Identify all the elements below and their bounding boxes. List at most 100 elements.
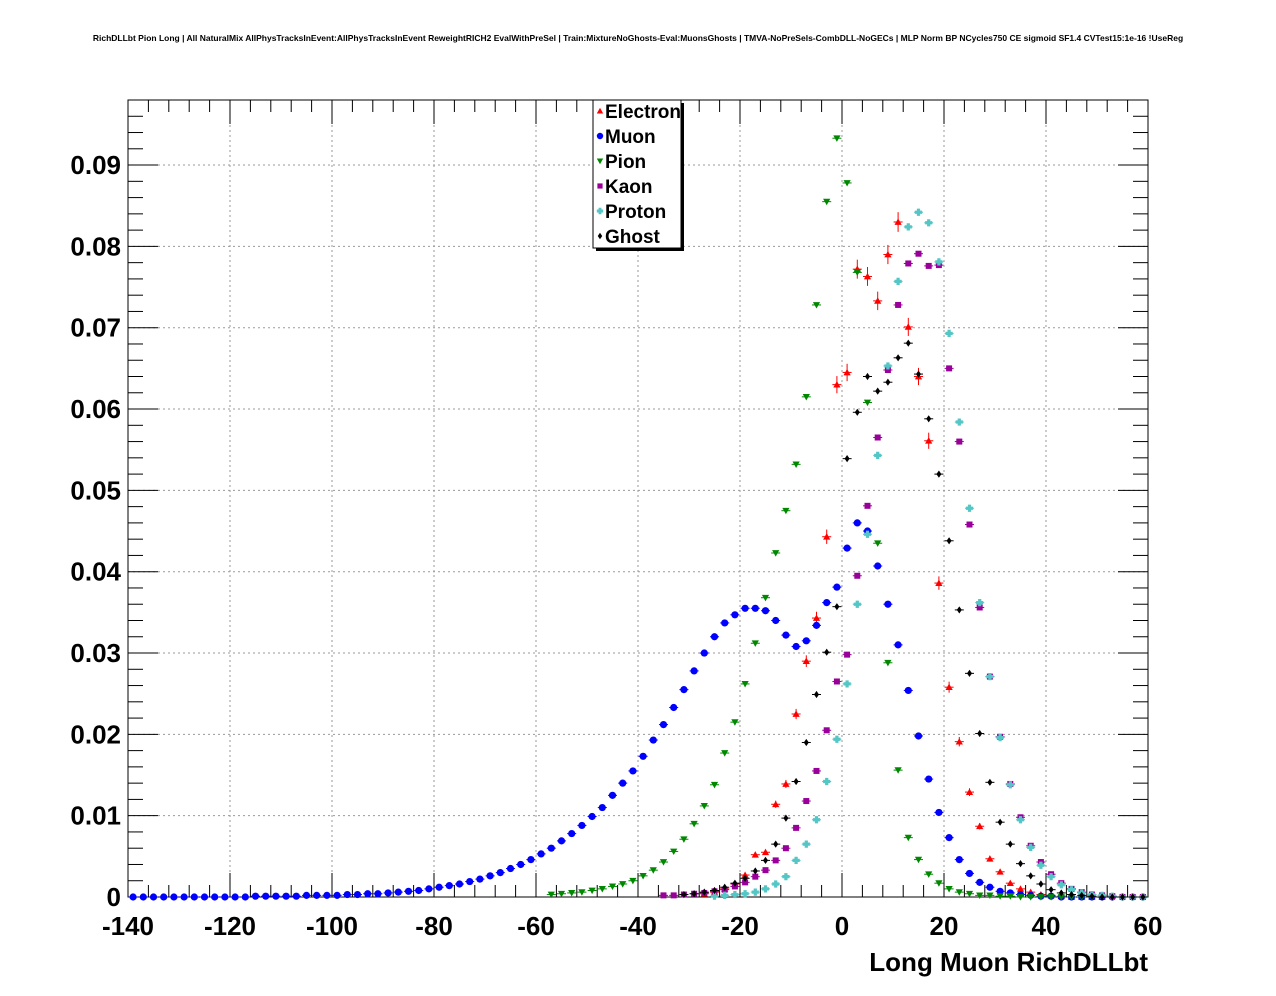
data-point — [711, 886, 718, 895]
y-tick-label: 0.07 — [70, 313, 121, 343]
data-point — [863, 530, 872, 538]
y-tick-label: 0.04 — [70, 557, 121, 587]
data-point — [129, 893, 137, 901]
data-point — [741, 871, 749, 878]
legend-box — [592, 99, 682, 249]
data-point — [914, 208, 923, 216]
data-point — [905, 339, 911, 347]
data-point — [445, 882, 453, 890]
data-point — [761, 885, 770, 893]
data-point — [782, 845, 789, 852]
data-point — [803, 798, 810, 805]
data-point — [732, 879, 738, 887]
x-tick-label: 40 — [1032, 911, 1061, 941]
data-point — [782, 631, 790, 639]
data-point — [466, 877, 474, 886]
data-point — [170, 893, 178, 901]
data-point — [721, 891, 729, 899]
data-point — [894, 277, 902, 285]
data-point — [812, 816, 821, 824]
data-point — [945, 834, 953, 842]
data-point — [374, 890, 382, 898]
data-point — [955, 889, 963, 896]
data-point — [486, 872, 494, 880]
data-point — [1057, 881, 1065, 889]
data-point — [681, 890, 687, 899]
data-point — [742, 879, 749, 886]
data-point — [884, 659, 892, 667]
data-point — [1048, 886, 1054, 894]
data-point — [802, 657, 810, 665]
data-point — [1140, 893, 1146, 901]
data-point — [935, 808, 943, 817]
data-point — [773, 840, 779, 848]
data-point — [936, 470, 942, 478]
x-tick-label: -40 — [619, 911, 657, 941]
data-point — [1119, 893, 1126, 901]
data-point — [772, 880, 780, 888]
data-point — [946, 365, 953, 372]
data-point — [966, 521, 973, 528]
data-point — [945, 329, 953, 338]
data-point — [792, 856, 800, 865]
data-point — [741, 604, 749, 612]
data-point — [782, 780, 790, 787]
data-point — [997, 818, 1003, 826]
data-point — [843, 544, 851, 552]
data-point — [721, 750, 729, 757]
data-point — [824, 648, 830, 656]
data-point — [139, 893, 147, 901]
data-point — [925, 262, 932, 269]
data-point — [925, 437, 933, 444]
data-point — [874, 540, 882, 547]
data-point — [945, 683, 953, 691]
data-point — [935, 258, 943, 266]
data-point — [629, 767, 637, 775]
data-point — [680, 836, 688, 843]
data-point — [987, 778, 993, 786]
x-tick-label: -100 — [306, 911, 358, 941]
data-point — [527, 855, 535, 864]
data-point — [547, 844, 555, 852]
data-point — [282, 892, 290, 900]
data-point — [965, 788, 974, 795]
data-point — [404, 887, 413, 895]
data-point — [935, 579, 943, 586]
data-point — [649, 736, 657, 744]
data-point — [966, 669, 973, 677]
data-point — [925, 219, 933, 227]
legend-label-muon: Muon — [605, 127, 656, 148]
data-point — [241, 893, 249, 901]
data-point — [895, 354, 901, 362]
data-point — [211, 893, 219, 901]
data-point — [262, 892, 270, 900]
data-point — [751, 640, 759, 647]
data-point — [1089, 892, 1095, 900]
data-point — [1130, 893, 1136, 901]
data-point — [588, 812, 596, 821]
data-point — [1006, 893, 1014, 900]
data-point — [710, 633, 719, 641]
data-point — [1109, 893, 1115, 901]
legend-marker-electron — [596, 107, 604, 114]
data-point — [772, 800, 780, 808]
legend: Electron Muon Pion Kaon Proton Ghost — [592, 99, 684, 251]
data-point — [221, 893, 229, 901]
data-point — [190, 893, 198, 901]
data-point — [1038, 880, 1044, 888]
data-point — [783, 814, 789, 822]
data-point — [843, 680, 851, 688]
data-point — [976, 822, 984, 830]
data-point — [568, 890, 576, 897]
data-point — [394, 888, 402, 896]
y-tick-label: 0.01 — [70, 801, 121, 831]
data-point — [496, 869, 504, 877]
y-tick-label: 0.03 — [70, 638, 121, 668]
data-point — [557, 890, 566, 898]
data-point — [752, 873, 759, 880]
data-point — [843, 180, 851, 187]
data-point — [915, 250, 922, 257]
data-point — [722, 883, 728, 891]
data-series — [128, 135, 1148, 901]
